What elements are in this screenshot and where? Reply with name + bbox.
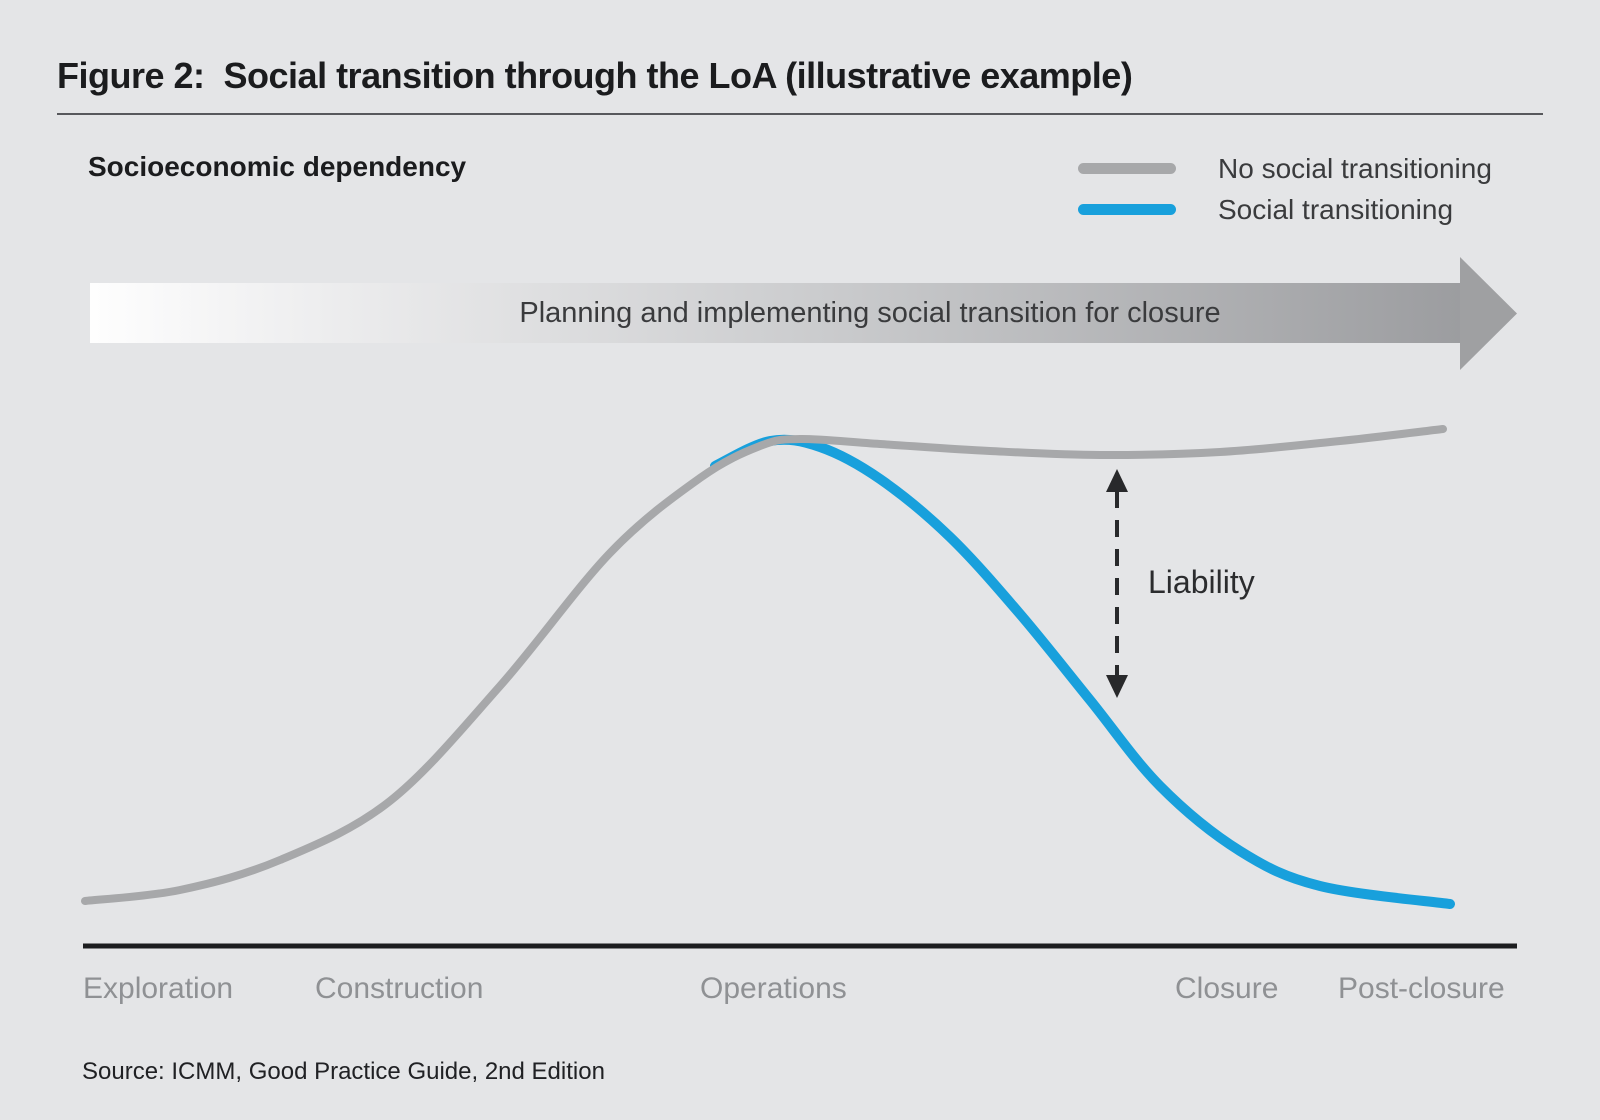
x-axis-label-closure: Closure <box>1175 972 1279 1005</box>
y-axis-label: Socioeconomic dependency <box>88 151 467 182</box>
legend-label: No social transitioning <box>1218 152 1492 184</box>
x-axis-label-construction: Construction <box>315 972 484 1005</box>
blue-curve <box>710 434 1455 909</box>
gray-curve <box>81 425 1447 905</box>
legend-item-social-transitioning: Social transitioning <box>1078 189 1492 230</box>
liability-arrowhead-down-icon <box>1106 675 1128 698</box>
blue-line-swatch-icon <box>1078 204 1176 215</box>
title-divider <box>57 113 1543 115</box>
source-caption: Source: ICMM, Good Practice Guide, 2nd E… <box>82 1058 605 1085</box>
liability-arrowhead-up-icon <box>1106 469 1128 492</box>
legend-label: Social transitioning <box>1218 193 1454 225</box>
legend-item-no-social-transitioning: No social transitioning <box>1078 148 1492 189</box>
legend: No social transitioning Social transitio… <box>1078 148 1492 230</box>
x-axis-label-post-closure: Post-closure <box>1338 972 1505 1005</box>
gray-line-swatch-icon <box>1078 163 1176 174</box>
figure-title: Figure 2: Social transition through the … <box>57 55 1133 96</box>
x-axis-label-exploration: Exploration <box>83 972 234 1005</box>
x-axis-label-operations: Operations <box>700 972 847 1005</box>
banner-text: Planning and implementing social transit… <box>519 296 1221 329</box>
timeline-arrow-banner: Planning and implementing social transit… <box>90 283 1460 343</box>
liability-annotation-label: Liability <box>1148 564 1255 600</box>
